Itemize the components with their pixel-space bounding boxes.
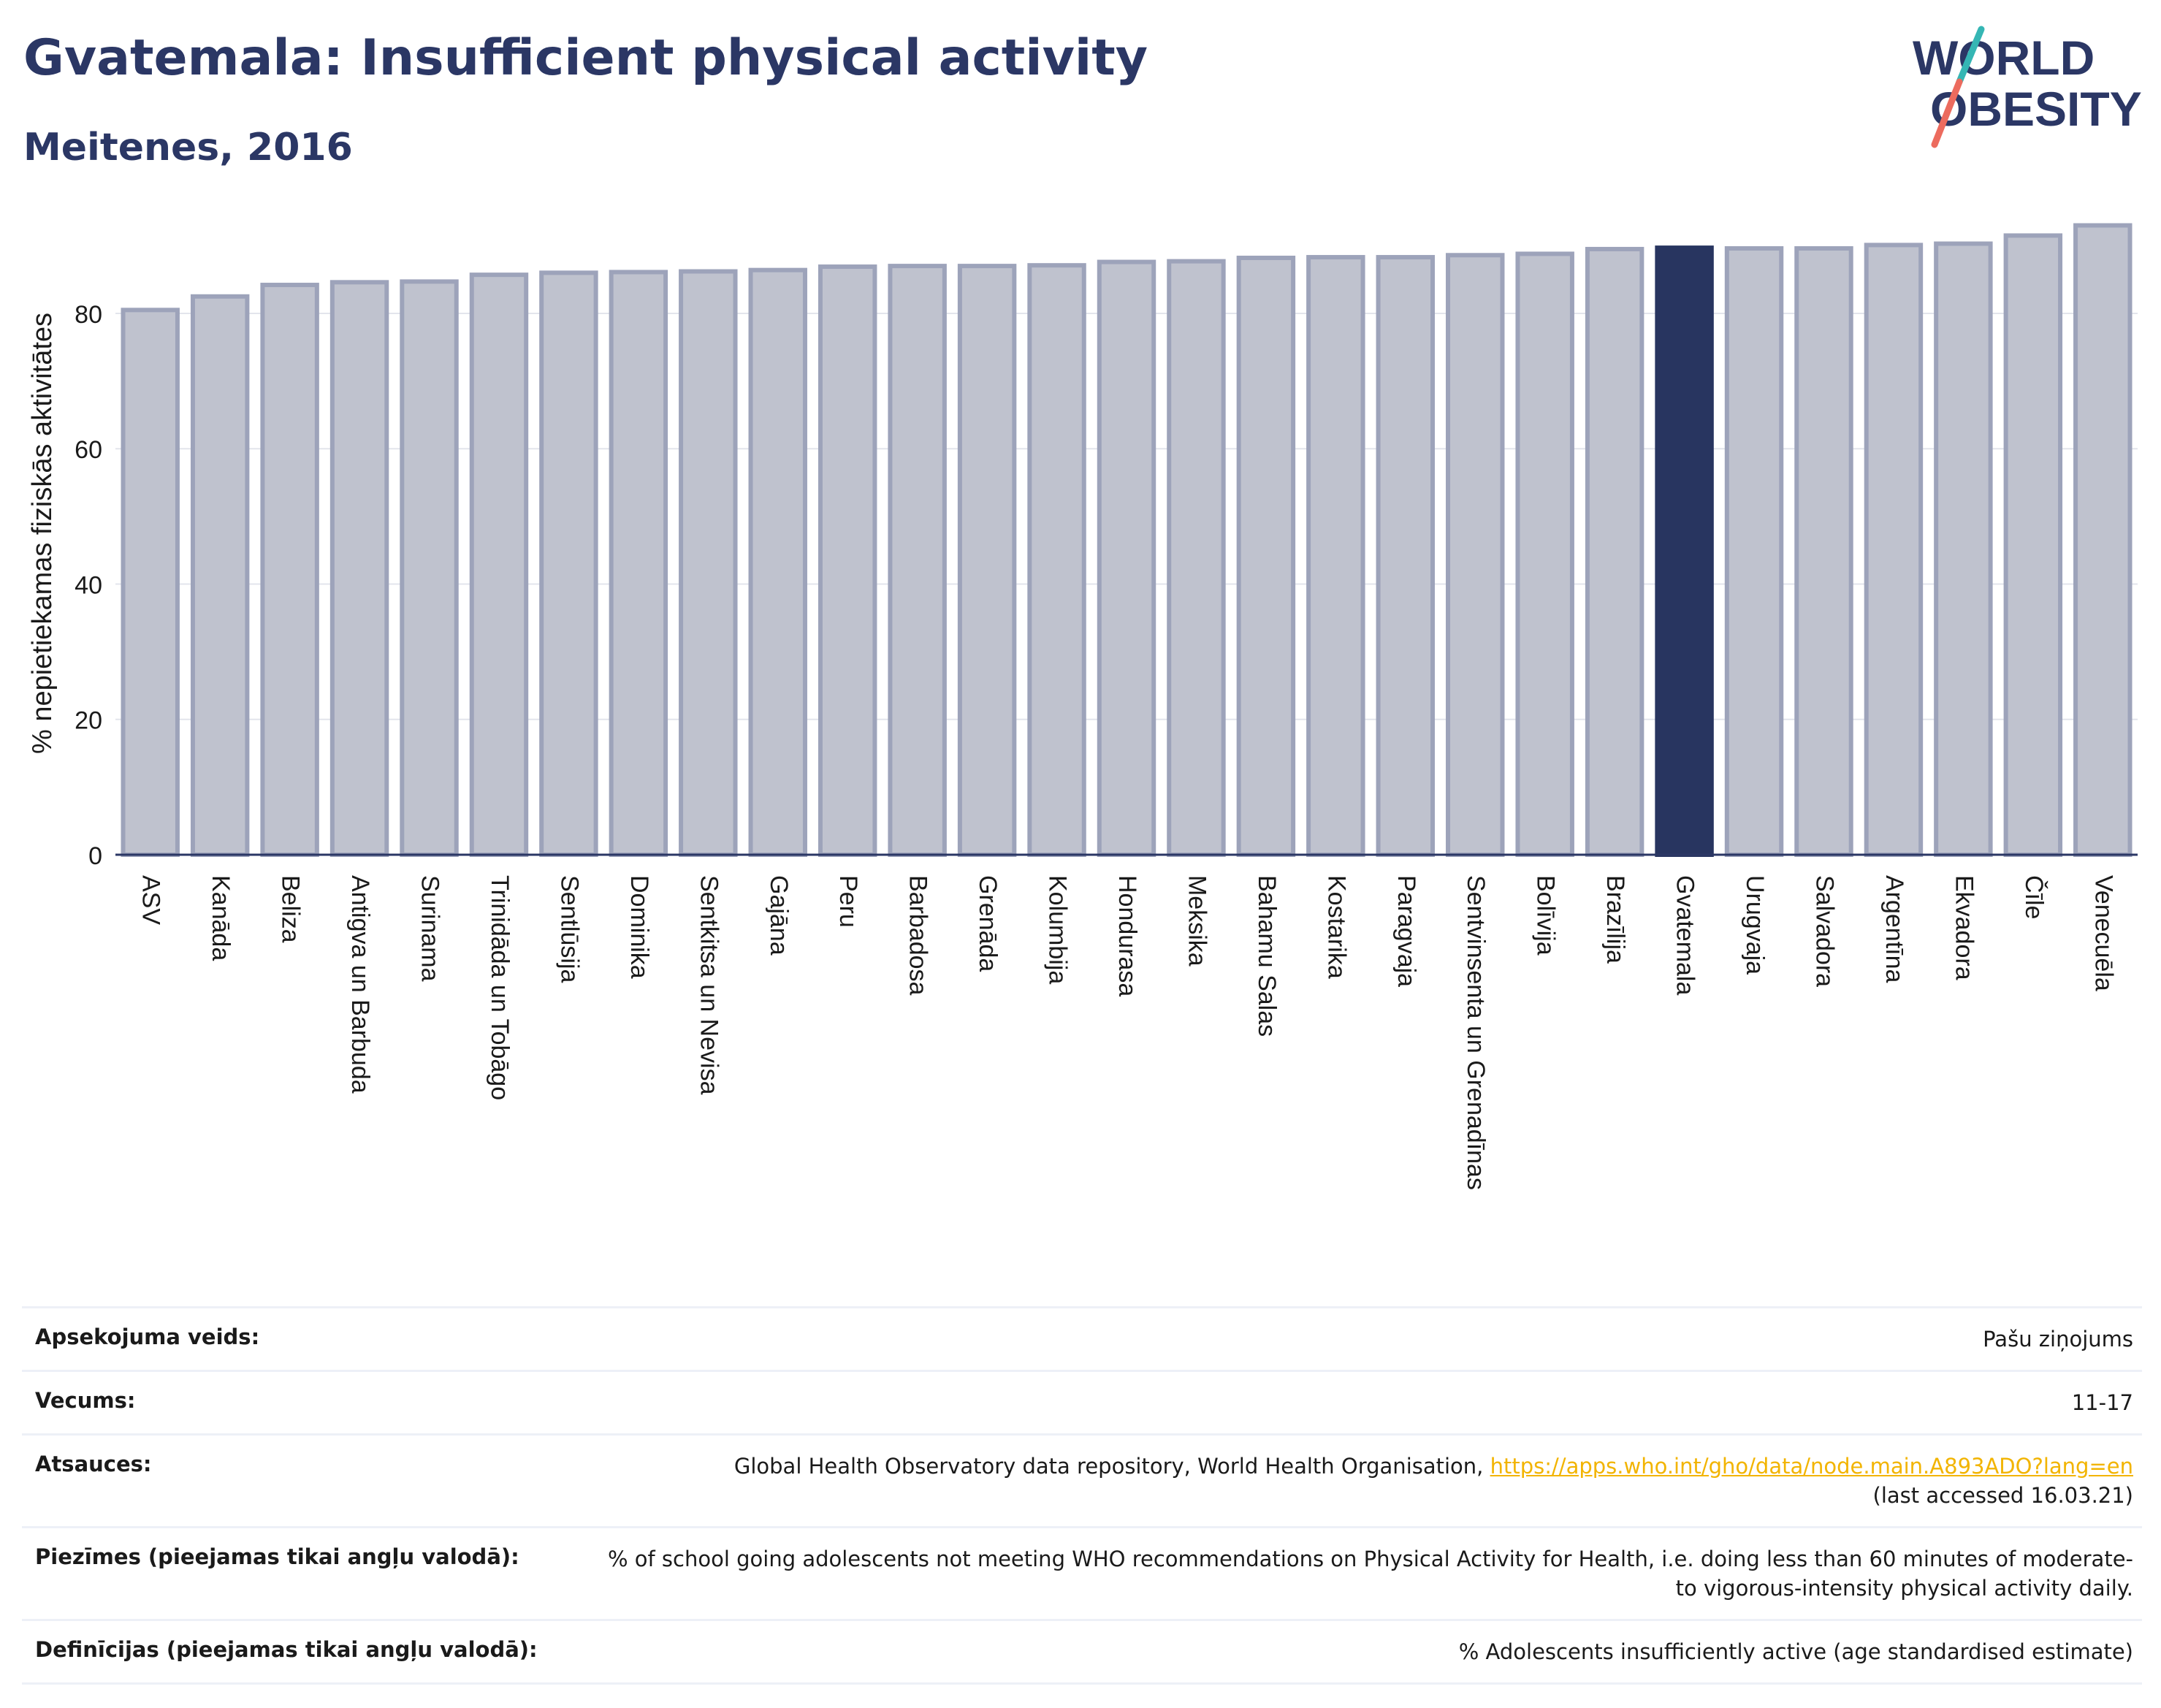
- bar: [1446, 253, 1505, 857]
- bar: [817, 264, 877, 858]
- x-tick-label: Salvadora: [1810, 875, 1838, 987]
- x-tick-label: Bolīvija: [1532, 875, 1560, 956]
- bar: [957, 264, 1017, 857]
- reference-link[interactable]: https://apps.who.int/gho/data/node.main.…: [1490, 1454, 2133, 1479]
- x-tick-label: Barbadosa: [904, 875, 932, 996]
- logo-slash-coral: [1931, 78, 1963, 148]
- info-value: 11-17: [2071, 1390, 2133, 1415]
- bar: [1794, 246, 1853, 857]
- x-tick-label: Argentīna: [1880, 875, 1908, 983]
- bar: [329, 280, 389, 857]
- x-tick-label: ASV: [137, 875, 165, 925]
- x-tick-label: Ekvadora: [1950, 875, 1978, 980]
- bar: [1027, 263, 1086, 857]
- bar: [1585, 246, 1644, 857]
- info-label: Vecums:: [35, 1388, 136, 1413]
- logo-line1: WORLD: [1913, 31, 2095, 85]
- info-label: Piezīmes (pieejamas tikai angļu valodā):: [35, 1544, 519, 1569]
- x-tick-label: Venecuēla: [2089, 875, 2117, 991]
- bar: [2003, 233, 2063, 857]
- info-value: Global Health Observatory data repositor…: [734, 1452, 2133, 1510]
- x-tick-label: Antigva un Barbuda: [346, 875, 374, 1094]
- x-tick-label: Sentlūsija: [555, 875, 583, 983]
- bar: [539, 270, 598, 858]
- x-tick-label: Čīle: [2020, 875, 2048, 919]
- bar-chart: 0 20 40 60 80 ASV Kanāda Beliza Antigva un Barbu…: [27, 223, 2138, 1190]
- bar: [1864, 243, 1924, 858]
- chart-subtitle: Meitenes, 2016: [23, 126, 353, 169]
- info-label: Atsauces:: [35, 1452, 152, 1476]
- x-tick-label: Peru: [834, 875, 862, 928]
- bar: [679, 269, 738, 857]
- x-tick-label: Grenāda: [974, 875, 1002, 972]
- info-row-references: Atsauces: Global Health Observatory data…: [22, 1433, 2142, 1526]
- logo-slash-teal: [1956, 26, 1985, 85]
- x-tick-label: Sentvinsenta un Grenadīnas: [1462, 875, 1490, 1190]
- info-row-age: Vecums: 11-17: [22, 1370, 2142, 1433]
- y-tick-label: 60: [75, 436, 102, 464]
- y-axis-label: % nepietiekamas fiziskās aktivitātes: [27, 313, 58, 754]
- x-tick-label: Bahamu Salas: [1253, 875, 1281, 1037]
- bar: [469, 272, 529, 858]
- info-label: Definīcijas (pieejamas tikai angļu valod…: [35, 1637, 538, 1662]
- bar: [260, 283, 319, 857]
- info-value: % of school going adolescents not meetin…: [607, 1547, 2133, 1601]
- axis-layer: 0 20 40 60 80 ASV Kanāda Beliza Antigva un Barbu…: [75, 301, 2138, 1190]
- x-tick-label: Meksika: [1183, 875, 1211, 967]
- x-tick-label: Hondurasa: [1113, 875, 1141, 996]
- bar: [888, 264, 947, 857]
- info-value: % Adolescents insufficiently active (age…: [1458, 1639, 2133, 1664]
- x-tick-label: Sentkitsa un Nevisa: [695, 875, 723, 1095]
- bars-layer: [121, 223, 2133, 858]
- x-tick-label: Beliza: [277, 875, 305, 943]
- x-tick-label: Surinama: [416, 875, 444, 982]
- x-tick-label: Paragvaja: [1392, 875, 1420, 987]
- bar: [1236, 255, 1296, 857]
- y-tick-label: 0: [88, 842, 102, 870]
- bar: [748, 267, 807, 858]
- bar: [400, 279, 459, 858]
- x-tick-label: Kolumbija: [1044, 875, 1072, 984]
- info-table: Apsekojuma veids: Pašu ziņojums Vecums: …: [22, 1306, 2142, 1685]
- bar: [2073, 223, 2133, 858]
- x-tick-label: Gvatemala: [1672, 875, 1699, 995]
- reference-text: Global Health Observatory data repositor…: [733, 1454, 1490, 1479]
- info-label: Apsekojuma veids:: [35, 1324, 260, 1349]
- bar: [190, 294, 250, 857]
- bar: [1515, 251, 1574, 857]
- x-tick-label: Dominika: [625, 875, 653, 979]
- world-obesity-logo: WORLD OBESITY: [1913, 26, 2142, 148]
- bar: [1167, 259, 1226, 858]
- info-value: Pašu ziņojums: [1983, 1327, 2133, 1351]
- x-tick-label: Trinidāda un Tobāgo: [486, 875, 514, 1100]
- bar: [609, 270, 668, 858]
- bar: [1097, 259, 1156, 858]
- bar: [1934, 241, 1993, 857]
- y-tick-label: 80: [75, 301, 102, 329]
- x-tick-label: Brazīlija: [1601, 875, 1629, 964]
- info-row-definitions: Definīcijas (pieejamas tikai angļu valod…: [22, 1619, 2142, 1685]
- bar: [1306, 255, 1365, 857]
- bar: [1376, 255, 1436, 857]
- bar: [121, 308, 180, 857]
- reference-accessed: (last accessed 16.03.21): [1872, 1483, 2133, 1508]
- bar-highlight: [1655, 245, 1714, 858]
- x-tick-label: Kostarika: [1322, 875, 1350, 979]
- x-tick-label: Kanāda: [207, 875, 235, 961]
- chart-title: Gvatemala: Insufficient physical activit…: [23, 29, 1148, 87]
- x-tick-label: Gajāna: [765, 875, 793, 956]
- info-row-survey: Apsekojuma veids: Pašu ziņojums: [22, 1306, 2142, 1370]
- bar: [1724, 246, 1784, 857]
- y-tick-label: 40: [75, 571, 102, 599]
- info-row-notes: Piezīmes (pieejamas tikai angļu valodā):…: [22, 1526, 2142, 1619]
- y-tick-label: 20: [75, 707, 102, 735]
- logo-line2: OBESITY: [1930, 82, 2142, 136]
- x-tick-label: Urugvaja: [1741, 875, 1769, 975]
